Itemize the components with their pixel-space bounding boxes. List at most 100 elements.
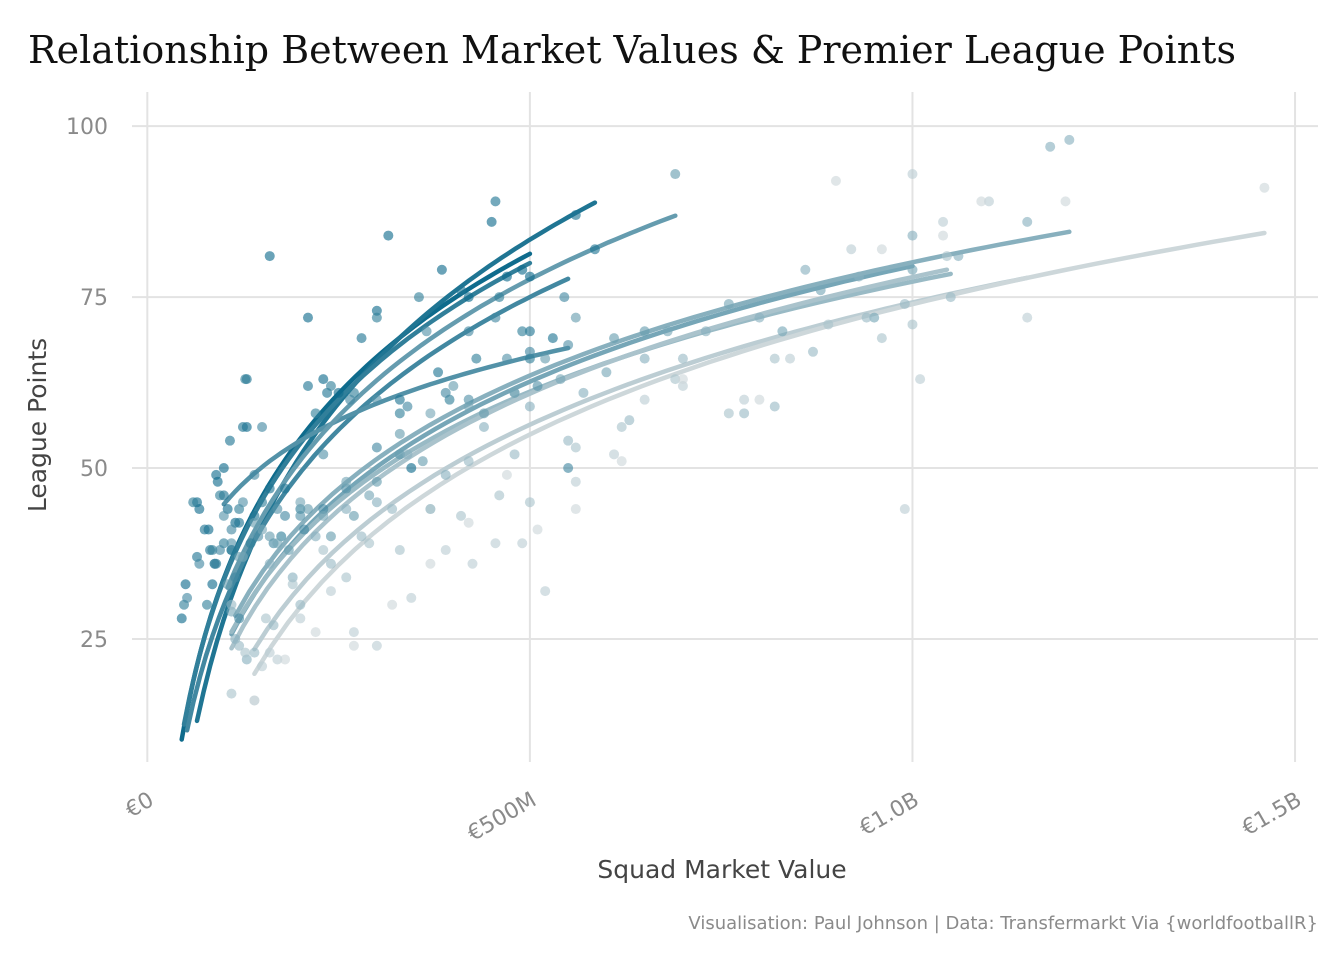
team-season-point: [394, 449, 405, 460]
team-season-point: [371, 640, 382, 651]
team-season-point: [953, 251, 964, 262]
team-season-point: [915, 374, 926, 385]
trend-lines: [179, 200, 1267, 742]
team-season-point: [218, 463, 229, 474]
team-season-point: [739, 408, 750, 419]
team-season-point: [345, 394, 356, 405]
team-season-point: [754, 312, 765, 323]
chart-caption: Visualisation: Paul Johnson | Data: Tran…: [688, 913, 1318, 934]
team-season-point: [540, 353, 551, 364]
team-season-point: [402, 449, 413, 460]
x-tick-label: €1.5B: [1238, 788, 1306, 842]
y-tick-labels: 25 50 75 100: [66, 115, 108, 653]
team-season-point: [280, 654, 291, 665]
team-season-point: [785, 353, 796, 364]
team-season-point: [589, 244, 600, 255]
team-season-point: [815, 285, 826, 296]
team-season-point: [938, 216, 949, 227]
team-season-point: [639, 394, 650, 405]
team-season-point: [176, 613, 187, 624]
team-season-point: [264, 531, 275, 542]
team-season-point: [209, 558, 220, 569]
team-season-point: [876, 244, 887, 255]
team-season-point: [501, 271, 512, 282]
team-season-point: [348, 627, 359, 638]
season-trend-line: [229, 271, 953, 635]
team-season-point: [188, 497, 199, 508]
team-season-point: [295, 510, 306, 521]
team-season-point: [280, 510, 291, 521]
team-season-point: [723, 298, 734, 309]
team-season-point: [938, 230, 949, 241]
team-season-point: [310, 531, 321, 542]
team-season-point: [501, 353, 512, 364]
team-season-point: [264, 647, 275, 658]
team-season-point: [333, 387, 344, 398]
team-season-point: [517, 538, 528, 549]
team-season-point: [212, 476, 223, 487]
team-season-point: [394, 408, 405, 419]
team-season-point: [406, 592, 417, 603]
team-season-point: [899, 298, 910, 309]
team-season-point: [245, 538, 256, 549]
team-season-point: [616, 422, 627, 432]
team-season-point: [218, 510, 229, 521]
team-season-point: [226, 545, 237, 556]
team-season-point: [524, 271, 535, 282]
team-season-point: [341, 476, 352, 487]
team-season-point: [387, 504, 398, 515]
team-season-point: [180, 579, 191, 590]
team-season-point: [364, 538, 375, 549]
team-season-point: [371, 312, 382, 323]
team-season-point: [769, 353, 780, 364]
team-season-point: [471, 353, 482, 364]
team-season-point: [941, 251, 952, 262]
team-season-point: [341, 483, 352, 494]
team-season-point: [983, 196, 994, 207]
team-season-point: [237, 551, 248, 562]
team-season-point: [302, 504, 313, 515]
team-season-point: [1045, 141, 1056, 152]
team-season-point: [318, 449, 329, 460]
y-tick-label: 50: [80, 457, 108, 482]
team-season-point: [609, 449, 620, 460]
team-season-point: [876, 333, 887, 344]
team-season-point: [421, 326, 432, 337]
team-season-point: [570, 476, 581, 487]
team-season-point: [1064, 134, 1075, 145]
team-season-point: [257, 497, 268, 508]
team-season-point: [524, 326, 535, 337]
team-season-point: [700, 326, 711, 337]
team-season-point: [777, 326, 788, 337]
team-season-point: [616, 456, 627, 467]
season-trend-line: [225, 213, 678, 590]
team-season-point: [325, 380, 336, 391]
team-season-point: [237, 422, 248, 432]
team-season-point: [406, 463, 417, 474]
team-season-point: [240, 647, 251, 658]
team-season-point: [207, 545, 218, 556]
team-season-point: [264, 251, 275, 262]
y-axis-title: League Points: [23, 338, 52, 512]
chart-title: Relationship Between Market Values & Pre…: [28, 28, 1236, 72]
team-season-point: [609, 333, 620, 344]
team-season-point: [907, 319, 918, 330]
team-season-point: [823, 319, 834, 330]
team-season-point: [945, 292, 956, 303]
team-season-point: [509, 387, 520, 398]
team-season-point: [295, 497, 306, 508]
team-season-point: [490, 538, 501, 549]
team-season-point: [299, 524, 310, 535]
team-season-point: [287, 572, 298, 583]
team-season-point: [234, 613, 245, 624]
team-season-point: [318, 545, 329, 556]
team-season-point: [517, 326, 528, 337]
team-season-point: [853, 271, 864, 282]
team-season-point: [448, 380, 459, 391]
team-season-point: [249, 469, 260, 480]
team-season-point: [224, 435, 235, 446]
season-trend-line: [194, 200, 598, 724]
team-season-point: [478, 408, 489, 419]
team-season-point: [341, 572, 352, 583]
team-season-point: [478, 422, 489, 432]
